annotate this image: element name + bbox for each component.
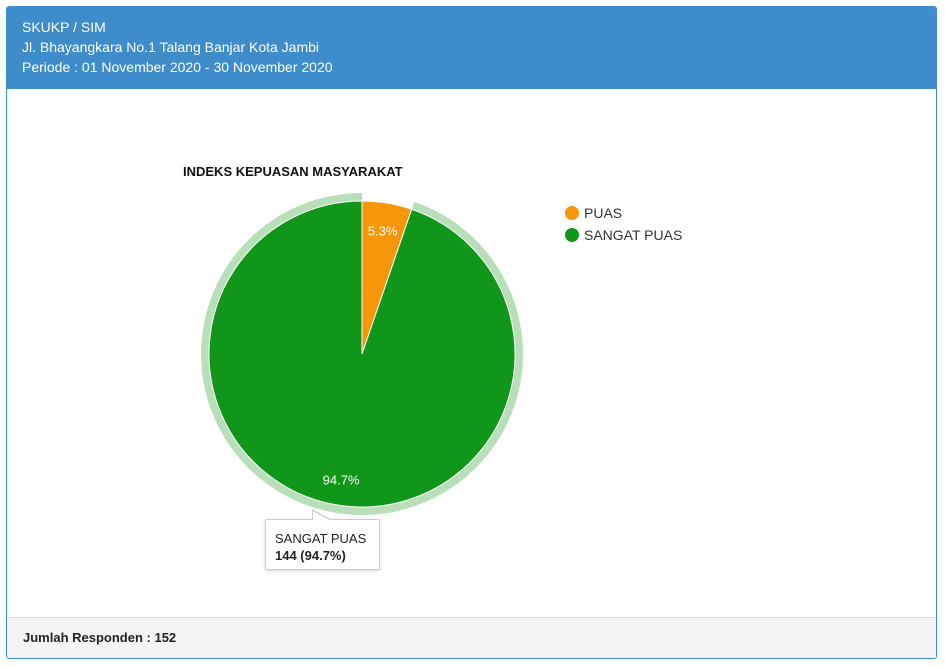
- legend-marker-sangat-puas[interactable]: [565, 228, 579, 242]
- header-period: Periode : 01 November 2020 - 30 November…: [22, 59, 333, 75]
- chart-title: INDEKS KEPUASAN MASYARAKAT: [183, 164, 403, 179]
- chart-tooltip: SANGAT PUAS 144 (94.7%): [265, 519, 380, 570]
- legend-label-puas[interactable]: PUAS: [584, 205, 622, 221]
- chart-area: INDEKS KEPUASAN MASYARAKAT 5.3% 94.7% PUA…: [7, 89, 936, 618]
- data-label-sangat-puas: 94.7%: [323, 472, 360, 487]
- data-label-puas: 5.3%: [368, 223, 398, 238]
- panel-header: SKUKP / SIM Jl. Bhayangkara No.1 Talang …: [7, 7, 936, 89]
- pie-chart: INDEKS KEPUASAN MASYARAKAT 5.3% 94.7% PUA…: [183, 164, 682, 515]
- chart-legend: PUAS SANGAT PUAS: [565, 205, 682, 243]
- legend-marker-puas[interactable]: [565, 206, 579, 220]
- pie-slices: [200, 193, 523, 515]
- header-title: SKUKP / SIM: [22, 19, 106, 35]
- tooltip-arrow-inner: [313, 511, 331, 521]
- legend-label-sangat-puas[interactable]: SANGAT PUAS: [584, 227, 682, 243]
- slice-sangat-puas[interactable]: [208, 200, 516, 508]
- respondent-count: Jumlah Responden : 152: [23, 630, 177, 645]
- panel-footer: Jumlah Responden : 152: [7, 617, 936, 658]
- tooltip-value: 144 (94.7%): [275, 548, 346, 563]
- tooltip-label: SANGAT PUAS: [275, 531, 367, 546]
- header-address: Jl. Bhayangkara No.1 Talang Banjar Kota …: [22, 39, 320, 55]
- pie-labels: 5.3% 94.7%: [323, 223, 398, 487]
- report-panel: SKUKP / SIM Jl. Bhayangkara No.1 Talang …: [6, 6, 937, 659]
